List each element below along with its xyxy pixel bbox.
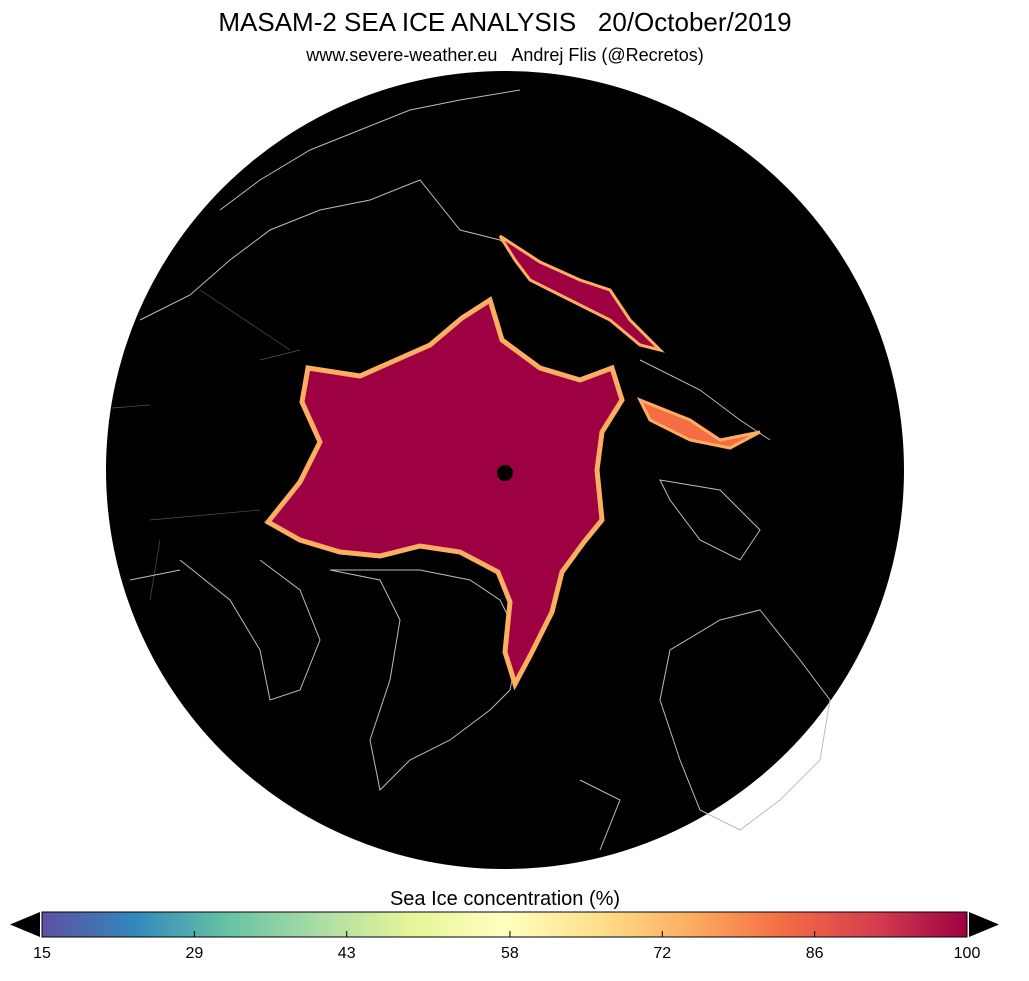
subtitle: www.severe-weather.eu Andrej Flis (@Recr…	[305, 45, 703, 65]
colorbar	[41, 911, 968, 938]
title: MASAM-2 SEA ICE ANALYSIS 20/October/2019	[218, 7, 791, 37]
colorbar-label: Sea Ice concentration (%)	[390, 888, 620, 910]
sea-ice	[636, 397, 761, 450]
map	[106, 71, 904, 869]
tick-label: 29	[185, 945, 203, 962]
coastlines	[129, 89, 831, 851]
colorbar-extend-high	[969, 912, 999, 937]
tick-label: 86	[806, 945, 824, 962]
borders	[111, 289, 301, 601]
sea-ice	[498, 234, 665, 353]
tick-label: 72	[653, 945, 671, 962]
pole-hole	[497, 465, 513, 481]
colorbar-extend-low	[10, 912, 40, 937]
tick-label: 15	[33, 945, 51, 962]
sea-ice	[264, 296, 625, 691]
tick-label: 58	[501, 945, 519, 962]
tick-label: 43	[338, 945, 356, 962]
tick-label: 100	[954, 945, 981, 962]
